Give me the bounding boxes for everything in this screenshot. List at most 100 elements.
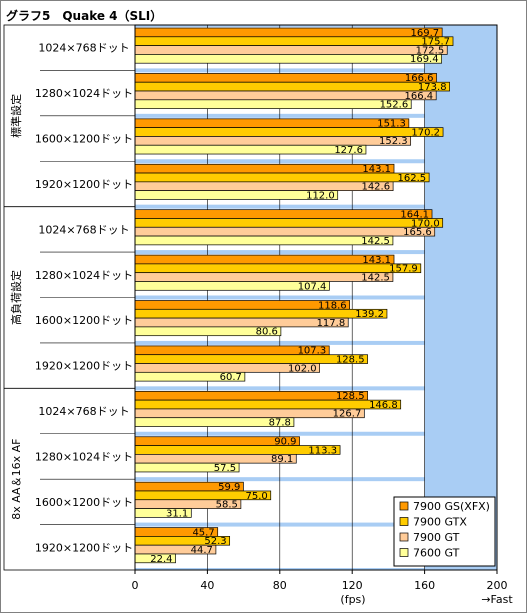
bar-value-label: 89.1 <box>271 454 293 465</box>
x-tick-label: 120 <box>342 579 363 592</box>
bar <box>134 263 422 274</box>
bar <box>134 272 394 282</box>
x-axis-label: (fps) <box>340 593 365 606</box>
category-label: 1280×1024ドット <box>35 269 133 282</box>
bar <box>134 99 412 109</box>
bar-value-label: 152.3 <box>379 136 408 147</box>
bar <box>134 144 367 155</box>
bar <box>134 399 402 410</box>
bar-value-label: 128.5 <box>336 355 365 366</box>
group-label: 標準設定 <box>9 94 23 138</box>
legend-label: 7900 GT <box>413 531 460 544</box>
bar-value-label: 170.0 <box>411 218 440 229</box>
bar <box>134 172 430 183</box>
bar <box>134 54 442 64</box>
bar <box>134 36 454 46</box>
category-label: 1280×1024ドット <box>35 87 133 100</box>
bar-value-label: 169.4 <box>410 54 439 65</box>
bar-value-label: 128.5 <box>336 391 365 402</box>
bar <box>134 163 395 174</box>
bar-value-label: 157.9 <box>389 264 418 275</box>
bar-value-label: 151.3 <box>377 119 406 130</box>
bar-value-label: 143.1 <box>362 255 391 266</box>
x-tick-label: 0 <box>132 579 139 592</box>
bar-value-label: 142.5 <box>361 272 390 283</box>
bar-value-label: 166.6 <box>405 73 434 84</box>
bar-value-label: 142.6 <box>361 182 390 193</box>
bar-value-label: 162.5 <box>397 173 426 184</box>
legend-swatch <box>399 532 409 542</box>
category-label: 1920×1200ドット <box>35 541 133 554</box>
category-label: 1280×1024ドット <box>35 450 133 463</box>
category-label: 1920×1200ドット <box>35 178 133 191</box>
bar-value-label: 75.0 <box>245 491 267 502</box>
x-tick-label: 160 <box>414 579 435 592</box>
bar-value-label: 59.9 <box>218 482 240 493</box>
bar-value-label: 170.2 <box>411 127 440 138</box>
bar-value-label: 127.6 <box>334 145 363 156</box>
bar-value-label: 52.3 <box>204 536 226 547</box>
bar <box>134 127 444 137</box>
category-label: 1600×1200ドット <box>35 314 133 327</box>
category-label: 1920×1200ドット <box>35 360 133 373</box>
bar-value-label: 142.5 <box>361 236 390 247</box>
bar <box>134 390 368 401</box>
bar-value-label: 107.3 <box>298 346 327 357</box>
bar <box>134 118 410 128</box>
gridlines <box>207 25 498 570</box>
bar-value-label: 172.5 <box>416 45 445 56</box>
bar <box>134 181 394 192</box>
bar-value-label: 31.1 <box>166 508 188 519</box>
category-label: 1024×768ドット <box>38 223 129 236</box>
bar-value-label: 113.3 <box>308 445 337 456</box>
bar-value-label: 57.5 <box>214 463 236 474</box>
legend: 7900 GS(XFX) 7900 GTX 7900 GT 7600 GT <box>393 496 496 567</box>
legend-label: 7600 GT <box>413 547 460 560</box>
bar-value-label: 165.6 <box>403 227 432 238</box>
chart-title: グラフ5 Quake 4（SLI） <box>6 8 162 23</box>
x-tick-label: 80 <box>273 579 287 592</box>
bar <box>134 354 368 364</box>
bar-value-label: 22.4 <box>150 554 172 565</box>
bar-value-label: 44.7 <box>191 545 213 556</box>
bar <box>134 408 365 419</box>
x-tick-label: 200 <box>487 579 508 592</box>
category-label: 1600×1200ドット <box>35 496 133 509</box>
category-label: 1600×1200ドット <box>35 133 133 146</box>
bar <box>134 27 443 38</box>
bar <box>134 308 388 319</box>
bar-value-label: 126.7 <box>333 409 362 420</box>
category-label: 1024×768ドット <box>38 405 129 418</box>
legend-swatch <box>399 517 409 526</box>
bar <box>134 209 433 219</box>
legend-swatch <box>399 501 409 511</box>
plot-background <box>134 24 498 571</box>
bar <box>134 226 436 237</box>
bar <box>134 73 437 83</box>
legend-swatch <box>399 548 409 557</box>
x-axis: 0 40 80 120 160 200 <box>132 25 508 592</box>
category-labels: 1024×768ドット 1280×1024ドット 1600×1200ドット 1920×… <box>3 24 136 571</box>
bar-value-label: 166.4 <box>405 91 434 102</box>
bar-value-label: 139.2 <box>355 309 384 320</box>
bar <box>134 90 437 101</box>
bar-value-label: 152.6 <box>380 100 409 111</box>
bar-value-label: 45.7 <box>192 527 214 538</box>
bar-value-label: 102.0 <box>288 363 317 374</box>
group-label: 高負荷設定 <box>9 270 23 325</box>
bar-value-label: 87.8 <box>269 418 291 429</box>
bar-value-label: 107.4 <box>298 281 327 292</box>
bar <box>134 136 412 146</box>
bar-value-label: 143.1 <box>362 164 391 175</box>
bar-value-label: 169.7 <box>411 28 440 39</box>
bar <box>134 218 444 228</box>
direction-note: →Fast <box>481 593 513 606</box>
bar-value-label: 58.5 <box>216 500 238 511</box>
bar <box>134 45 448 55</box>
group-label: 8x AA＆16x AF <box>10 439 23 520</box>
bar <box>134 235 394 246</box>
bar-value-label: 173.8 <box>418 82 447 93</box>
bar-value-label: 118.6 <box>318 300 347 311</box>
